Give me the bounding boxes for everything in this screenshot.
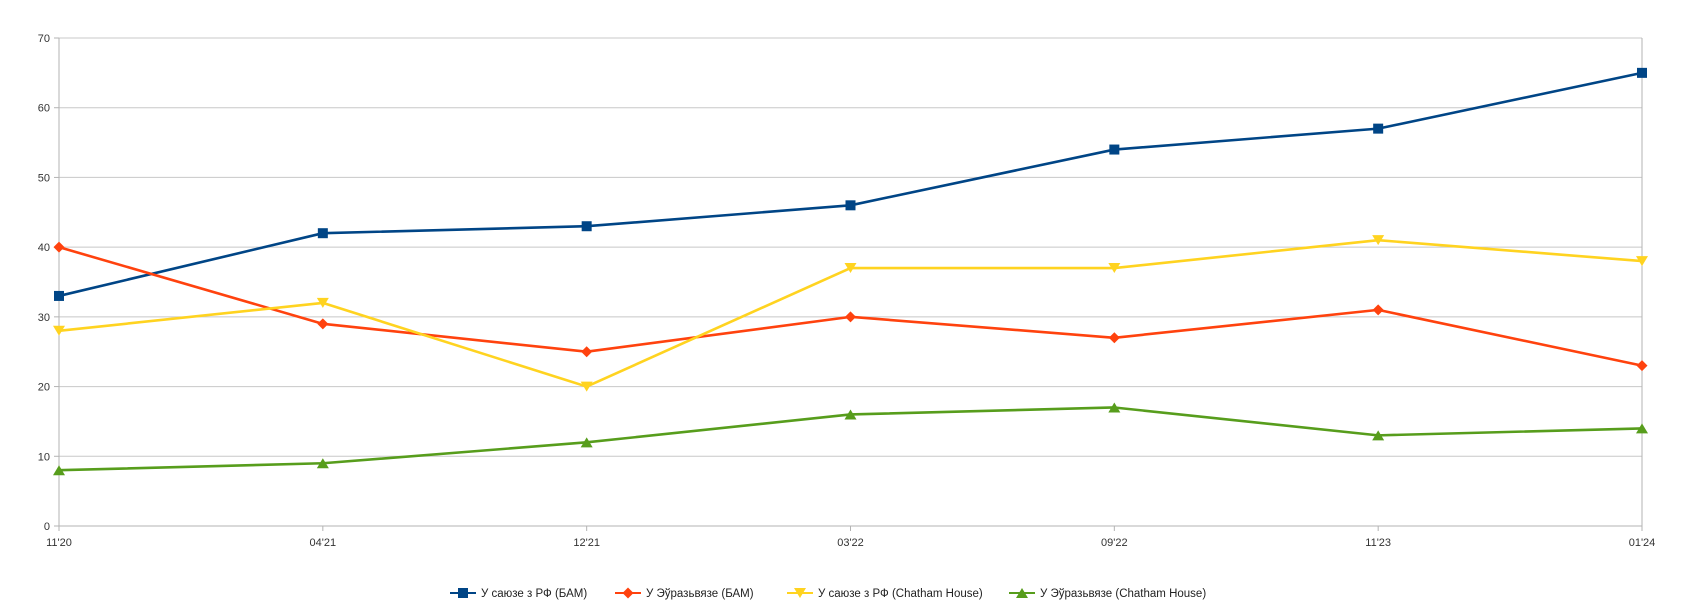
y-tick-labels: 0 10 20 30 40 50 60 70 (38, 33, 50, 533)
data-point (1636, 423, 1648, 434)
data-point (1636, 256, 1648, 267)
x-tick-label: 04'21 (310, 537, 337, 549)
data-point (53, 325, 65, 336)
legend: У саюзе з РФ (БАМ) У Эўразьвязе (БАМ) У са… (450, 587, 1206, 600)
data-point (580, 381, 593, 392)
series-line (58, 71, 1643, 298)
legend-marker (458, 588, 468, 598)
data-point (1372, 430, 1385, 441)
data-point (316, 458, 329, 469)
y-tick-label: 60 (38, 103, 50, 115)
data-point (1108, 332, 1120, 344)
y-tick-label: 20 (38, 382, 50, 394)
legend-marker (622, 587, 634, 599)
data-point (53, 465, 65, 476)
data-point (1373, 123, 1384, 134)
y-tick-label: 10 (38, 451, 50, 463)
x-tick-label: 11'23 (1365, 537, 1391, 549)
legend-item: У саюзе з РФ (БАМ) (450, 588, 587, 600)
x-tick-label: 11'20 (46, 537, 72, 549)
x-tick-label: 09'22 (1101, 537, 1128, 549)
y-tick-label: 70 (38, 33, 50, 45)
y-tick-label: 0 (44, 521, 50, 533)
data-point (581, 346, 593, 358)
y-tick-label: 50 (38, 172, 50, 184)
data-point (316, 297, 329, 308)
data-point (581, 221, 592, 232)
x-tick-label: 03'22 (837, 537, 864, 549)
legend-marker (794, 588, 806, 598)
data-point (1637, 67, 1647, 78)
legend-label: У Эўразьвязе (Chatham House) (1040, 588, 1206, 600)
data-point (317, 318, 329, 330)
x-tick-label: 12'21 (573, 537, 600, 549)
data-point (844, 409, 857, 420)
series-group (53, 67, 1648, 476)
x-tick-labels: 11'20 04'21 12'21 03'22 09'22 11'23 01'24 (46, 537, 1655, 549)
legend-item: У саюзе з РФ (Chatham House) (787, 588, 983, 600)
data-point (580, 437, 593, 448)
data-point (1109, 144, 1120, 155)
data-point (1636, 360, 1648, 372)
data-point (1108, 402, 1121, 413)
y-tick-label: 30 (38, 312, 50, 324)
data-point (1372, 304, 1384, 316)
y-tick-label: 40 (38, 242, 50, 254)
data-point (845, 311, 856, 323)
data-point (845, 200, 856, 211)
data-point (1108, 263, 1121, 274)
legend-item: У Эўразьвязе (БАМ) (615, 587, 754, 600)
data-point (54, 290, 64, 301)
legend-label: У саюзе з РФ (Chatham House) (818, 588, 983, 600)
series-2 (53, 241, 1648, 372)
series-3 (53, 235, 1648, 392)
data-point (317, 228, 328, 239)
legend-item: У Эўразьвязе (Chatham House) (1009, 588, 1206, 600)
axes (54, 37, 1643, 531)
data-point (53, 241, 65, 253)
x-tick-label: 01'24 (1629, 537, 1656, 549)
data-point (1372, 235, 1385, 246)
series-1 (54, 67, 1647, 301)
series-4 (53, 402, 1648, 476)
legend-label: У Эўразьвязе (БАМ) (646, 588, 754, 600)
legend-label: У саюзе з РФ (БАМ) (481, 588, 587, 600)
legend-marker (1016, 588, 1028, 598)
data-point (844, 263, 857, 274)
grid-lines (59, 37, 1642, 527)
